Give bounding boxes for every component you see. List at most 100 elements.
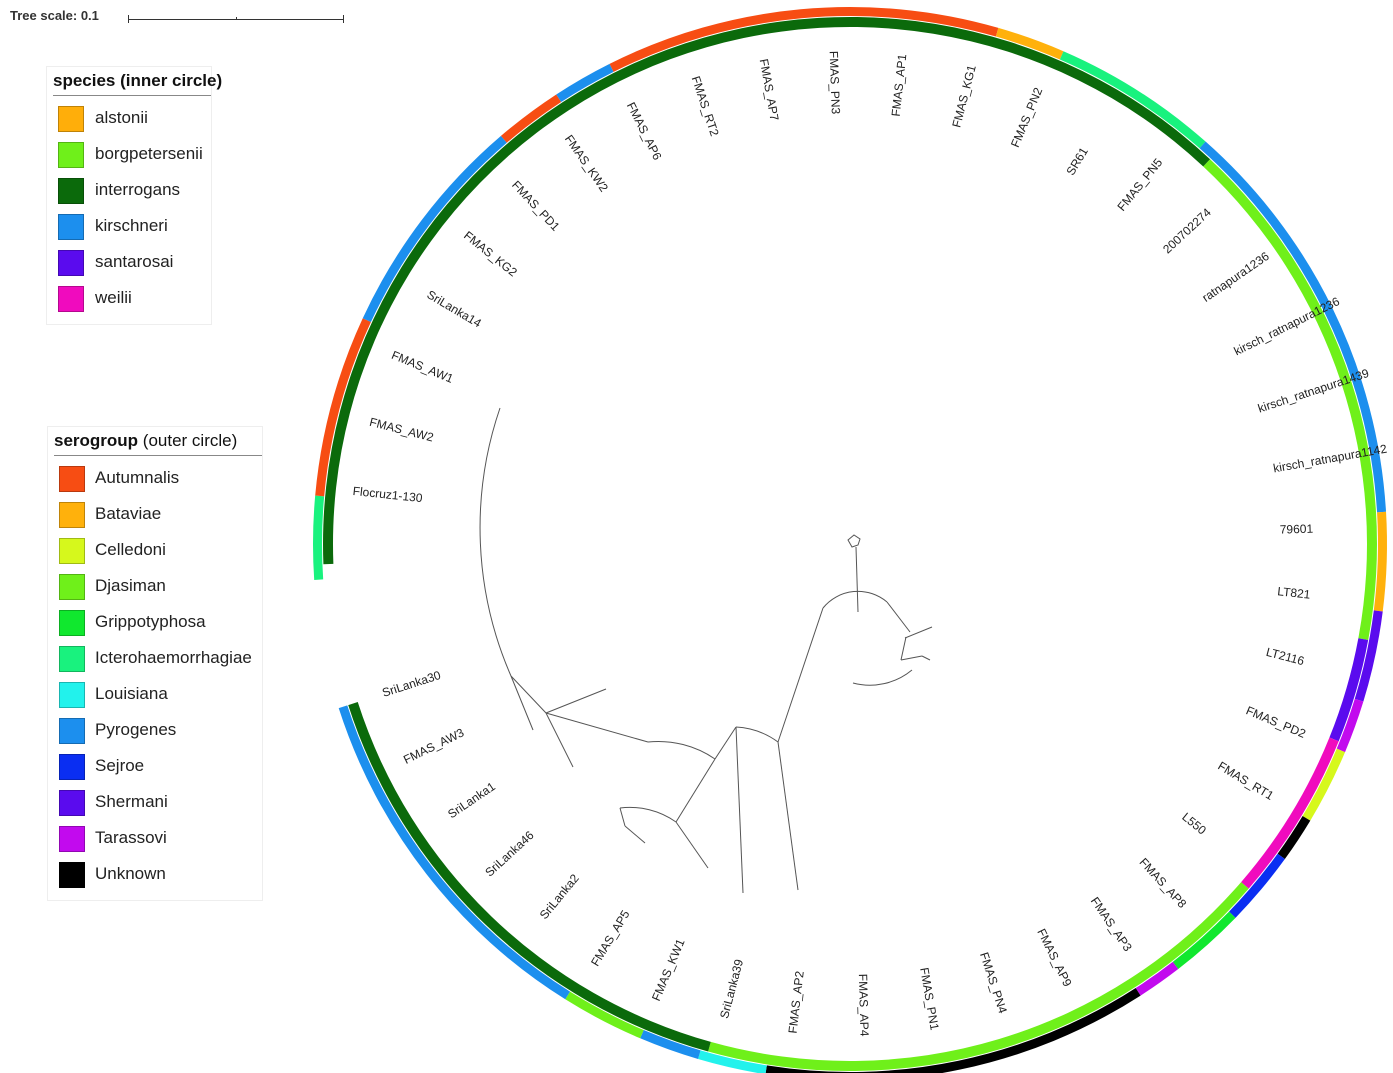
serogroup-ring-segment [1302, 748, 1346, 821]
tree-branch [510, 675, 547, 714]
leaf-label: FMAS_AP7 [757, 58, 782, 122]
tree-branch [822, 590, 888, 609]
leaf-label: 200702274 [1160, 205, 1214, 256]
tree-branch [735, 726, 744, 894]
leaf-label: FMAS_AW1 [389, 348, 455, 386]
leaf-label: FMAS_AW2 [368, 415, 435, 445]
legend-item-shermani: Shermani [54, 786, 262, 822]
tree-branch [714, 726, 737, 760]
tree-branch [545, 712, 649, 743]
leaf-label: FMAS_PD1 [509, 178, 563, 234]
legend-label: Bataviae [95, 504, 162, 523]
leaf-label: FMAS_KW1 [649, 936, 688, 1003]
legend-label: weilii [95, 288, 132, 307]
tree-branches [479, 407, 933, 894]
legend-label: Icterohaemorrhagiae [95, 648, 252, 667]
legend-swatch [59, 682, 85, 708]
legend-label: Shermani [95, 792, 168, 811]
leaf-label: ratnapura1236 [1200, 249, 1272, 305]
tree-branch [545, 688, 607, 714]
legend-item-icterohaemorrhagiae: Icterohaemorrhagiae [54, 642, 262, 678]
tree-branch [647, 740, 716, 760]
legend-swatch [59, 862, 85, 888]
leaf-label: FMAS_PN3 [827, 51, 843, 115]
tree-branch [619, 807, 626, 827]
tree-scale-bar [128, 15, 344, 23]
legend-item-alstonii: alstonii [53, 102, 211, 138]
legend-item-pyrogenes: Pyrogenes [54, 714, 262, 750]
leaf-label: L550 [1179, 810, 1209, 838]
leaf-label: SriLanka1 [445, 779, 498, 821]
leaf-label: FMAS_AP3 [1088, 894, 1135, 954]
species-ring-segment [1203, 159, 1377, 641]
leaf-label: FMAS_PN2 [1008, 85, 1045, 149]
legend-swatch [58, 106, 84, 132]
tree-branch [921, 655, 931, 661]
species-legend: species (inner circle) alstonii borgpete… [46, 66, 222, 325]
legend-item-celledoni: Celledoni [54, 534, 262, 570]
legend-swatch [58, 214, 84, 240]
tree-branch [675, 821, 709, 869]
leaf-label: LT821 [1277, 584, 1312, 602]
tree-branch [624, 825, 646, 844]
leaf-label: FMAS_AP9 [1034, 926, 1074, 989]
serogroup-ring-segment [1229, 853, 1285, 918]
legend-swatch [59, 754, 85, 780]
serogroup-ring-segment [1135, 961, 1179, 996]
serogroup-ring-segment [1277, 815, 1311, 860]
leaf-label: SR61 [1063, 145, 1091, 178]
tree-branch [777, 607, 824, 743]
serogroup-ring-segment [1336, 698, 1364, 753]
serogroup-ring-segment [313, 495, 325, 580]
tree-branch [735, 726, 779, 743]
leaf-label: SriLanka39 [717, 957, 746, 1020]
legend-item-sejroe: Sejroe [54, 750, 262, 786]
legend-item-interrogans: interrogans [53, 174, 211, 210]
serogroup-ring-segment [362, 135, 507, 323]
legend-swatch [58, 142, 84, 168]
legend-item-bataviae: Bataviae [54, 498, 262, 534]
legend-swatch [59, 790, 85, 816]
leaf-label: SriLanka30 [380, 668, 442, 700]
legend-label: Pyrogenes [95, 720, 177, 739]
tree-branch [855, 546, 859, 613]
legend-swatch [59, 502, 85, 528]
serogroup-ring-segment [1172, 911, 1236, 970]
serogroup-ring-segment [1354, 610, 1383, 702]
leaf-label: FMAS_RT1 [1215, 759, 1276, 803]
leaf-labels: Flocruz1-130 FMAS_AW2 FMAS_AW1 SriLanka14 FM… [352, 51, 1388, 1037]
leaf-label: FMAS_AP1 [889, 53, 910, 117]
serogroup-ring-segment [609, 6, 999, 72]
serogroup-ring-segment [995, 27, 1064, 60]
legend-label: Louisiana [95, 684, 168, 703]
leaf-label: SriLanka2 [537, 871, 582, 922]
serogroup-legend-title-main: serogroup [54, 431, 139, 450]
legend-swatch [59, 538, 85, 564]
legend-item-santarosai: santarosai [53, 246, 211, 282]
legend-swatch [59, 646, 85, 672]
legend-swatch [59, 466, 85, 492]
tree-branch [777, 741, 799, 891]
serogroup-ring-segment [640, 1030, 701, 1060]
serogroup-ring-segment [1059, 51, 1206, 149]
leaf-label: FMAS_PN1 [917, 966, 942, 1031]
legend-item-borgpetersenii: borgpetersenii [53, 138, 211, 174]
legend-swatch [58, 286, 84, 312]
serogroup-legend-title: serogroup (outer circle) [54, 431, 262, 451]
serogroup-ring-segment [500, 94, 562, 143]
tree-branch [675, 758, 716, 823]
legend-label: Tarassovi [95, 828, 167, 847]
leaf-label: LT2116 [1265, 645, 1307, 668]
serogroup-legend-title-note: (outer circle) [142, 431, 238, 450]
serogroup-ring-segment [1373, 511, 1388, 612]
legend-label: Grippotyphosa [95, 612, 206, 631]
serogroup-ring-segment [556, 63, 614, 102]
leaf-label: FMAS_AP8 [1137, 855, 1190, 911]
legend-label: Unknown [95, 864, 166, 883]
legend-item-unknown: Unknown [54, 858, 262, 894]
leaf-label: FMAS_KG1 [949, 63, 979, 129]
legend-swatch [59, 574, 85, 600]
serogroup-legend: serogroup (outer circle) Autumnalis Bata… [47, 426, 263, 901]
legend-swatch [58, 178, 84, 204]
leaf-label: FMAS_PD2 [1244, 703, 1308, 741]
